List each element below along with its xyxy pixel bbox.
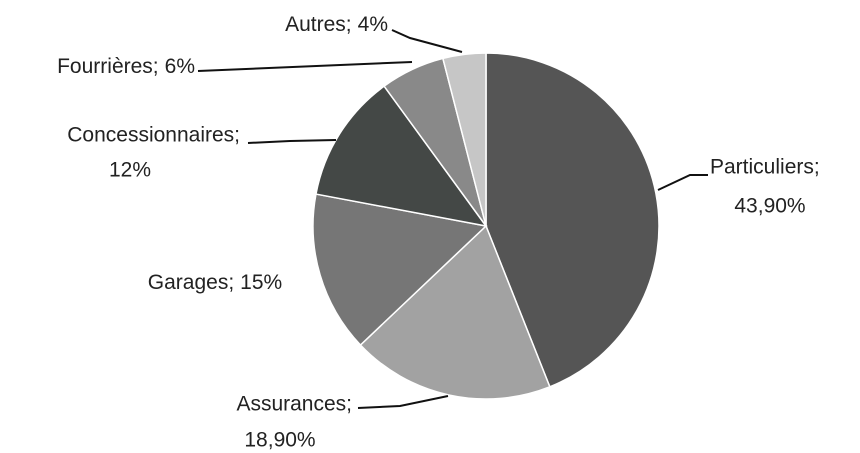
- category-label: Fourrières;: [57, 55, 159, 78]
- data-label: Fourrières; 6%: [57, 55, 195, 78]
- pie-slice: [359, 224, 551, 400]
- data-label: Garages; 15%: [148, 271, 282, 294]
- pie-slice: [441, 52, 487, 227]
- leader-line: [657, 174, 708, 191]
- value-label: 12%: [109, 159, 151, 182]
- value-label: 4%: [358, 13, 388, 36]
- category-label: Particuliers;: [710, 156, 820, 179]
- value-label: 43,90%: [734, 195, 805, 218]
- leader-line: [357, 395, 449, 409]
- category-label: Concessionnaires;: [67, 124, 240, 147]
- category-label: Autres;: [285, 13, 352, 36]
- pie-slice: [485, 52, 660, 388]
- category-label: Assurances;: [236, 393, 352, 416]
- value-label: 15%: [240, 271, 282, 294]
- leader-line: [391, 29, 463, 53]
- leader-line: [247, 139, 337, 144]
- data-label: Autres; 4%: [285, 13, 388, 36]
- pie-slice: [312, 193, 488, 347]
- value-label: 6%: [165, 55, 195, 78]
- leader-line: [197, 61, 413, 72]
- category-label: Garages;: [148, 271, 234, 294]
- pie-slice: [315, 85, 488, 228]
- value-label: 18,90%: [244, 429, 315, 452]
